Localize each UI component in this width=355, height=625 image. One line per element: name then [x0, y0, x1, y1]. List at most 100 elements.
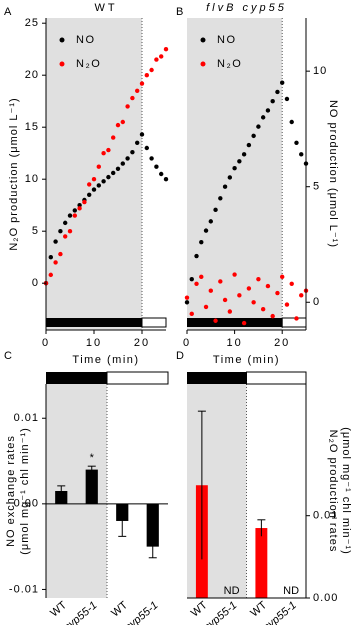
point: [203, 228, 209, 233]
legend-marker: [59, 37, 65, 43]
legend-marker: [200, 61, 206, 67]
point: [159, 171, 164, 177]
x-axis-label: Time (min): [213, 354, 280, 366]
shade: [46, 18, 142, 330]
legend-label: NO: [217, 34, 237, 46]
point: [91, 187, 97, 192]
point: [213, 207, 218, 213]
y-tick-label: -0.01: [9, 583, 39, 595]
y-tick-label: 10: [313, 65, 327, 77]
point: [222, 184, 228, 189]
point: [87, 182, 92, 187]
point: [184, 300, 190, 305]
bar: [146, 503, 159, 547]
point: [194, 253, 199, 259]
light-bar: [246, 371, 307, 385]
bar: [55, 491, 68, 504]
point: [159, 54, 164, 59]
point: [199, 274, 204, 280]
point: [125, 104, 130, 109]
light-bar: [106, 371, 169, 385]
point: [289, 119, 294, 125]
y-axis-label: N₂O production (μmol L⁻¹): [8, 97, 20, 250]
point: [62, 234, 68, 239]
x-tick-label: 10: [86, 337, 102, 349]
point: [189, 276, 194, 282]
point: [77, 203, 82, 208]
point: [199, 239, 204, 245]
point: [139, 81, 145, 86]
point: [184, 295, 190, 300]
point: [149, 156, 154, 161]
point: [144, 73, 149, 78]
point: [232, 272, 237, 277]
panel-label: B: [176, 6, 183, 18]
point: [280, 274, 285, 280]
point: [115, 166, 121, 171]
point: [270, 313, 275, 319]
y-tick-label: 10: [25, 173, 39, 185]
panel-label: C: [4, 350, 12, 362]
value-label: ND: [224, 585, 240, 597]
legend-marker: [59, 61, 65, 67]
point: [256, 276, 261, 282]
point: [189, 311, 194, 317]
title: flvB cyp55: [206, 2, 287, 14]
y-tick-label: 25: [25, 17, 39, 29]
point: [289, 281, 294, 286]
point: [208, 288, 213, 293]
point: [48, 255, 53, 260]
point: [294, 316, 299, 321]
x-tick-label: WT: [189, 599, 210, 619]
y-axis-label: (μmol mg⁻¹ chl min⁻¹): [19, 427, 31, 555]
point: [82, 199, 87, 205]
point: [111, 135, 116, 140]
point: [72, 213, 78, 218]
point: [87, 192, 92, 197]
y-axis-label: NO production (μmol L⁻¹): [327, 100, 339, 248]
dark-bar: [46, 318, 142, 327]
point: [284, 96, 290, 102]
point: [232, 166, 237, 171]
panel-label: D: [176, 350, 184, 362]
point: [154, 164, 159, 169]
point: [154, 57, 159, 62]
y-axis-label: NO exchange rates: [5, 435, 17, 547]
light-bar: [141, 317, 167, 328]
point: [163, 47, 169, 52]
point: [260, 115, 266, 120]
y-axis-label: N₂O production rates: [327, 430, 339, 553]
point: [120, 119, 126, 125]
y-tick-label: 0.00: [313, 592, 338, 604]
point: [77, 206, 82, 211]
point: [67, 213, 73, 218]
point: [194, 281, 199, 286]
y-axis-label: (μmol mg⁻¹ chl min⁻¹): [340, 427, 352, 555]
point: [130, 149, 135, 155]
point: [227, 175, 233, 180]
value-label: ND: [283, 585, 299, 597]
x-tick-label: 20: [274, 337, 290, 349]
point: [227, 309, 233, 314]
dark-bar: [187, 372, 247, 384]
y-tick-label: 0.01: [14, 412, 39, 424]
y-tick-label: 20: [25, 69, 39, 81]
point: [251, 133, 256, 139]
point: [270, 99, 275, 104]
x-tick-label: WT: [248, 599, 269, 619]
point: [106, 174, 111, 180]
point: [149, 67, 154, 73]
point: [218, 279, 223, 284]
point: [53, 239, 58, 244]
point: [275, 290, 280, 296]
point: [265, 283, 271, 289]
point: [96, 164, 102, 169]
point: [62, 220, 68, 226]
point: [299, 152, 304, 157]
point: [280, 80, 285, 85]
dark-bar: [187, 318, 283, 327]
point: [265, 108, 271, 113]
point: [284, 302, 290, 307]
dark-bar: [46, 372, 107, 384]
